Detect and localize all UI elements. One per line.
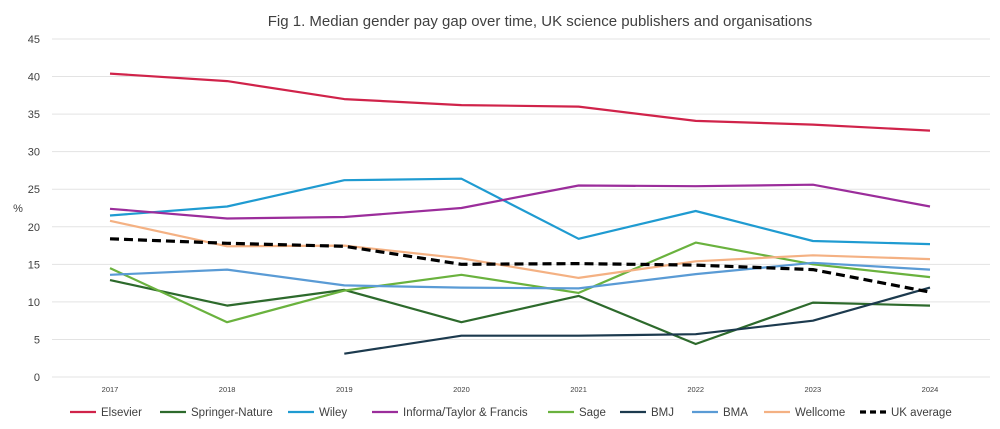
y-tick-label: 40 [28, 72, 40, 84]
legend-item: Sage [548, 407, 606, 419]
legend-item: Wellcome [764, 407, 845, 419]
series-wellcome [109, 219, 931, 279]
legend-label: Wellcome [795, 407, 845, 419]
series-springer-nature [109, 279, 931, 346]
series-elsevier [109, 72, 931, 132]
x-axis-ticks: 2017 2018 2019 2020 2021 2022 2023 2024 [102, 385, 939, 394]
legend-item: BMJ [620, 407, 674, 419]
legend-label: BMJ [651, 407, 674, 419]
y-tick-label: 35 [28, 109, 40, 121]
series-bmj [344, 286, 931, 355]
legend: Elsevier Springer-Nature Wiley Informa/Tayl… [70, 407, 952, 419]
series-line [109, 72, 931, 132]
x-tick-label: 2020 [453, 385, 470, 394]
series-line [109, 237, 931, 294]
y-tick-label: 5 [34, 334, 40, 346]
legend-label: Informa/Taylor & Francis [403, 407, 528, 419]
series-line [109, 261, 931, 290]
legend-label: Wiley [319, 407, 347, 419]
series-bma [109, 261, 931, 290]
y-axis-ticks: 0 5 10 15 20 25 30 35 40 45 [28, 34, 40, 384]
series-line [109, 279, 931, 346]
series-line [109, 177, 931, 246]
legend-label: Elsevier [101, 407, 142, 419]
y-tick-label: 30 [28, 147, 40, 159]
legend-item: UK average [860, 407, 952, 419]
legend-item: Elsevier [70, 407, 142, 419]
series-wiley [109, 177, 931, 246]
gridlines [52, 38, 990, 378]
x-tick-label: 2019 [336, 385, 353, 394]
y-tick-label: 15 [28, 259, 40, 271]
legend-label: UK average [891, 407, 952, 419]
y-axis-label: % [13, 203, 23, 215]
series-lines [109, 72, 931, 355]
legend-item: Wiley [288, 407, 347, 419]
y-tick-label: 25 [28, 184, 40, 196]
x-tick-label: 2024 [922, 385, 939, 394]
series-sage [109, 241, 931, 324]
series-uk-average [109, 237, 931, 294]
y-tick-label: 45 [28, 34, 40, 46]
y-tick-label: 20 [28, 222, 40, 234]
legend-item: Springer-Nature [160, 407, 273, 419]
x-tick-label: 2018 [219, 385, 236, 394]
series-line [109, 183, 931, 220]
legend-item: BMA [692, 407, 748, 419]
legend-label: Springer-Nature [191, 407, 273, 419]
chart-title: Fig 1. Median gender pay gap over time, … [268, 13, 812, 30]
x-tick-label: 2017 [102, 385, 119, 394]
series-line [109, 219, 931, 279]
series-line [109, 241, 931, 324]
series-informa-taylor-francis [109, 183, 931, 220]
x-tick-label: 2021 [570, 385, 587, 394]
y-tick-label: 10 [28, 297, 40, 309]
x-tick-label: 2022 [687, 385, 704, 394]
legend-label: BMA [723, 407, 748, 419]
x-tick-label: 2023 [805, 385, 822, 394]
y-tick-label: 0 [34, 372, 40, 384]
legend-label: Sage [579, 407, 606, 419]
series-line [344, 286, 931, 355]
legend-item: Informa/Taylor & Francis [372, 407, 528, 419]
